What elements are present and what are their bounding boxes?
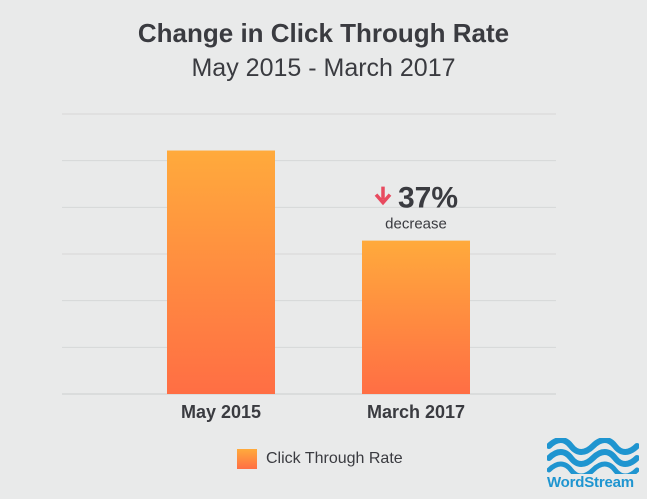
- bars: [167, 150, 470, 394]
- legend-swatch: [237, 449, 257, 469]
- chart-title: Change in Click Through Rate: [137, 18, 510, 48]
- category-label: May 2015: [181, 402, 261, 422]
- logo-text: WordStream: [547, 474, 634, 491]
- annotation-label: decrease: [385, 216, 447, 233]
- bar-march-2017: [362, 240, 470, 394]
- legend-label: Click Through Rate: [266, 450, 403, 467]
- category-label: March 2017: [367, 402, 465, 422]
- waves-icon: [546, 437, 640, 479]
- wordstream-logo: WordStream: [546, 437, 640, 494]
- annotation: 37%decrease: [374, 182, 458, 233]
- chart-subtitle: May 2015 - March 2017: [191, 54, 456, 82]
- annotation-value: 37%: [398, 182, 458, 215]
- grid-lines: [62, 113, 556, 395]
- legend: Click Through Rate: [237, 449, 403, 469]
- bar-may-2015: [167, 150, 275, 394]
- arrow-down-icon: [374, 186, 392, 206]
- category-labels: May 2015 March 2017: [181, 402, 465, 422]
